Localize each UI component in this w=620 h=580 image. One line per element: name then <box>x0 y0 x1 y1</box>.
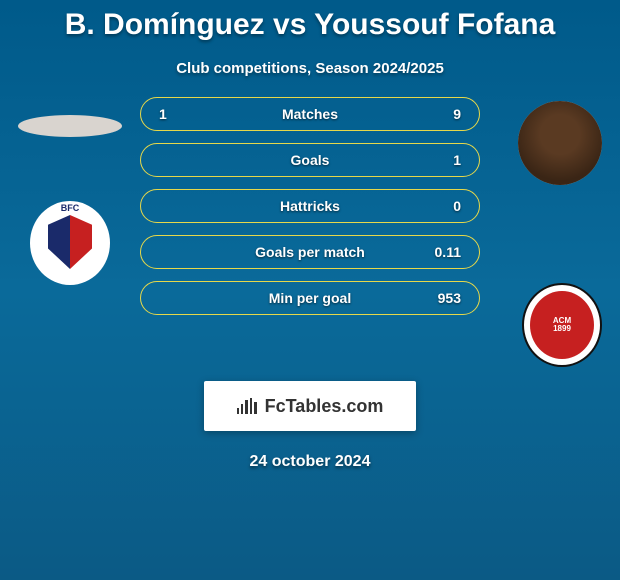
stats-list: 1 Matches 9 Goals 1 Hattricks 0 Goals pe… <box>140 97 480 327</box>
page-title: B. Domínguez vs Youssouf Fofana <box>0 0 620 42</box>
comparison-area: ACM1899 1 Matches 9 Goals 1 Hattricks 0 … <box>0 97 620 357</box>
player-left-avatar <box>18 115 122 137</box>
stat-row-hattricks: Hattricks 0 <box>140 189 480 223</box>
stat-row-min-per-goal: Min per goal 953 <box>140 281 480 315</box>
stat-label: Min per goal <box>199 290 421 306</box>
generated-date: 24 october 2024 <box>0 453 620 471</box>
stat-row-matches: 1 Matches 9 <box>140 97 480 131</box>
stat-row-goals: Goals 1 <box>140 143 480 177</box>
club-right-badge: ACM1899 <box>522 283 602 367</box>
stat-label: Goals per match <box>199 244 421 260</box>
stat-label: Goals <box>199 152 421 168</box>
club-left-badge <box>30 201 110 285</box>
stat-right-value: 0.11 <box>421 244 461 260</box>
chart-icon <box>237 398 257 414</box>
stat-label: Matches <box>199 106 421 122</box>
stat-right-value: 1 <box>421 152 461 168</box>
player-right-avatar <box>518 101 602 185</box>
stat-right-value: 0 <box>421 198 461 214</box>
fctables-logo: FcTables.com <box>204 381 416 431</box>
stat-right-value: 9 <box>421 106 461 122</box>
logo-text: FcTables.com <box>265 396 384 417</box>
stat-right-value: 953 <box>421 290 461 306</box>
stat-row-goals-per-match: Goals per match 0.11 <box>140 235 480 269</box>
stat-left-value: 1 <box>159 106 199 122</box>
stat-label: Hattricks <box>199 198 421 214</box>
page-subtitle: Club competitions, Season 2024/2025 <box>0 60 620 77</box>
